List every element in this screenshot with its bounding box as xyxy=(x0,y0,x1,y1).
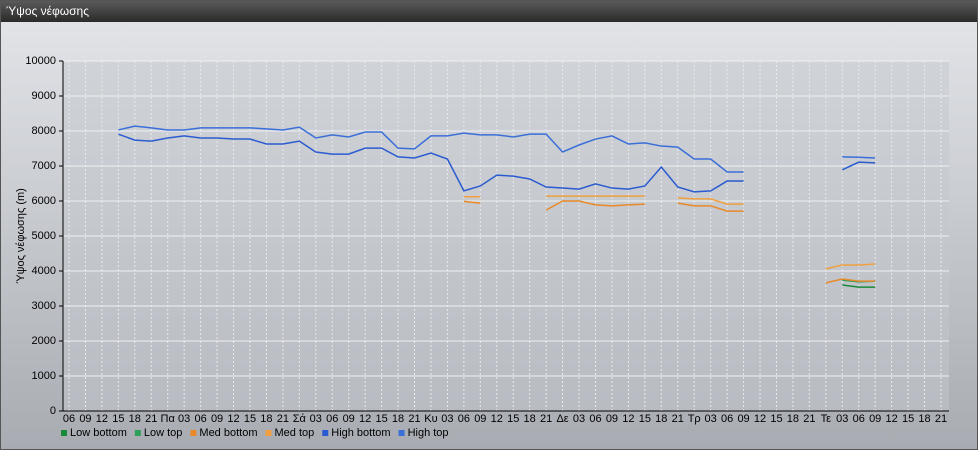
x-tick-label: Τρ xyxy=(688,413,701,425)
x-tick-label: 03 xyxy=(441,413,453,425)
x-tick-label: 12 xyxy=(491,413,503,425)
line-series xyxy=(118,133,876,193)
x-tick-label: Κυ xyxy=(424,413,437,425)
y-tick-label: 4000 xyxy=(32,265,56,277)
x-tick-label: Δε xyxy=(556,413,568,425)
window-title: Ύψος νέφωσης xyxy=(1,1,977,22)
x-tick-label: 12 xyxy=(886,413,898,425)
x-tick-label: 09 xyxy=(606,413,618,425)
x-tick-label: 18 xyxy=(524,413,536,425)
x-tick-label: 12 xyxy=(227,413,239,425)
y-tick-label: 10000 xyxy=(25,55,56,67)
y-tick-label: 9000 xyxy=(32,90,56,102)
line-series xyxy=(842,284,876,288)
x-tick-label: 09 xyxy=(474,413,486,425)
chart: Ύψος νέφωσης (m) 06 09 12 15 18 21 Πα 03 06 09 12 1… xyxy=(15,55,949,439)
x-tick-label: 21 xyxy=(803,413,815,425)
x-tick-label: 15 xyxy=(902,413,914,425)
x-tick-label: 09 xyxy=(79,413,91,425)
x-tick-label: 21 xyxy=(408,413,420,425)
legend-marker xyxy=(190,430,197,436)
x-tick-label: 21 xyxy=(277,413,289,425)
x-tick-label: 18 xyxy=(260,413,272,425)
legend-marker xyxy=(265,430,272,436)
line-series xyxy=(463,200,876,284)
y-tick-label: 1000 xyxy=(32,370,56,382)
x-tick-label: 06 xyxy=(194,413,206,425)
x-tick-label: 06 xyxy=(589,413,601,425)
x-tick-label: 09 xyxy=(737,413,749,425)
x-tick-label: 03 xyxy=(573,413,585,425)
x-tick-label: 21 xyxy=(672,413,684,425)
x-tick-label: Πα xyxy=(161,413,176,425)
y-tick-label: 2000 xyxy=(32,335,56,347)
x-tick-label: 15 xyxy=(375,413,387,425)
x-tick-label: 21 xyxy=(935,413,947,425)
y-tick-label: 0 xyxy=(50,405,56,417)
x-tick-label: 12 xyxy=(754,413,766,425)
x-tick-label: 15 xyxy=(770,413,782,425)
x-tick-label: 18 xyxy=(129,413,141,425)
x-tick-label: 18 xyxy=(392,413,404,425)
x-tick-label: 15 xyxy=(244,413,256,425)
x-tick-label: 18 xyxy=(918,413,930,425)
legend-marker xyxy=(134,430,141,436)
y-tick-label: 6000 xyxy=(32,195,56,207)
line-series xyxy=(463,195,876,270)
x-tick-label: 09 xyxy=(869,413,881,425)
x-tick-label: Τε xyxy=(821,413,832,425)
line-series xyxy=(118,125,876,173)
x-tick-label: 18 xyxy=(655,413,667,425)
x-tick-label: 15 xyxy=(507,413,519,425)
y-tick-label: 7000 xyxy=(32,160,56,172)
x-tick-label: 06 xyxy=(853,413,865,425)
legend-marker xyxy=(61,430,67,436)
x-tick-label: 15 xyxy=(112,413,124,425)
x-tick-label: 03 xyxy=(836,413,848,425)
x-tick-label: 06 xyxy=(63,413,75,425)
x-tick-label: 09 xyxy=(343,413,355,425)
x-tick-label: 09 xyxy=(211,413,223,425)
legend-label: High top xyxy=(408,427,449,439)
legend-label: High bottom xyxy=(331,427,390,439)
legend-label: Low top xyxy=(144,427,183,439)
x-tick-label: 18 xyxy=(787,413,799,425)
legend-marker xyxy=(398,430,405,436)
x-tick-label: 12 xyxy=(359,413,371,425)
legend-label: Med top xyxy=(275,427,315,439)
y-tick-label: 3000 xyxy=(32,300,56,312)
y-tick-label: 8000 xyxy=(32,125,56,137)
legend-marker xyxy=(322,430,329,436)
x-tick-label: 03 xyxy=(705,413,717,425)
y-tick-label: 5000 xyxy=(32,230,56,242)
x-tick-label: 12 xyxy=(622,413,634,425)
x-tick-label: 15 xyxy=(639,413,651,425)
x-tick-label: Σά xyxy=(293,413,307,425)
x-tick-label: 03 xyxy=(178,413,190,425)
legend-label: Low bottom xyxy=(70,427,127,439)
x-tick-label: 06 xyxy=(458,413,470,425)
x-tick-label: 21 xyxy=(540,413,552,425)
x-tick-label: 06 xyxy=(326,413,338,425)
x-tick-label: 12 xyxy=(96,413,108,425)
y-axis-label: Ύψος νέφωσης (m) xyxy=(15,188,27,284)
legend-label: Med bottom xyxy=(199,427,257,439)
x-tick-label: 21 xyxy=(145,413,157,425)
x-tick-label: 06 xyxy=(721,413,733,425)
x-tick-label: 03 xyxy=(310,413,322,425)
